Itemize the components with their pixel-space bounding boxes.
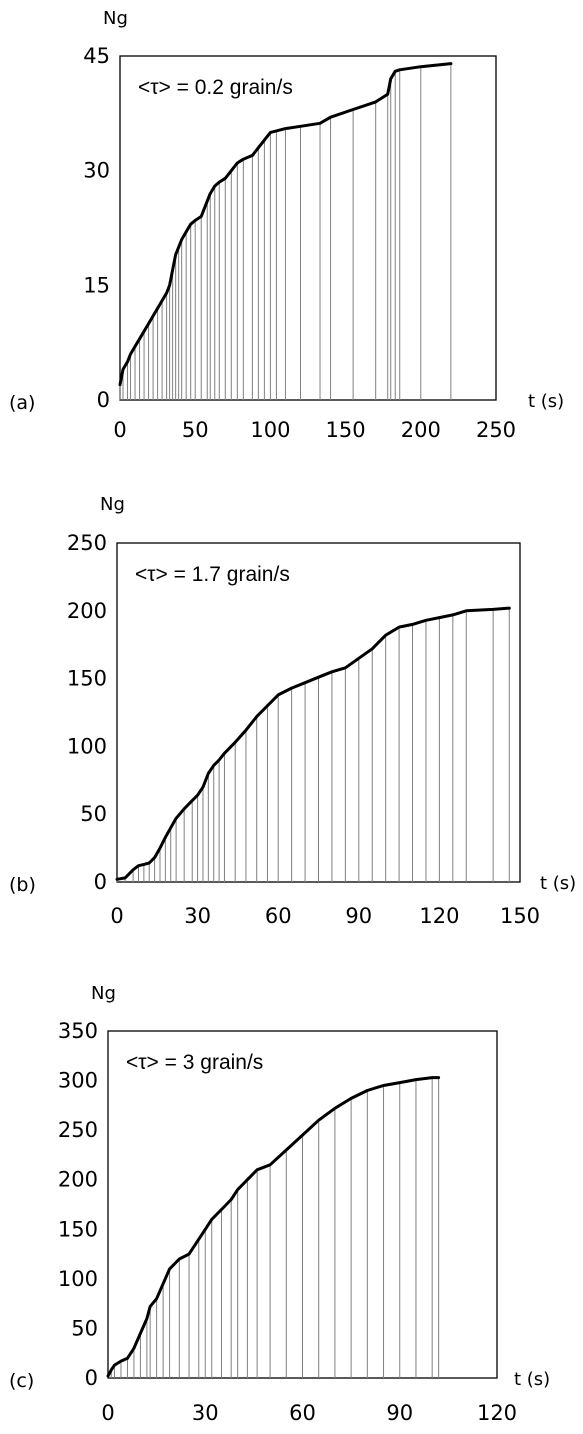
y-axis-label: Ng <box>103 8 128 29</box>
x-tick-label: 90 <box>386 1401 413 1425</box>
y-tick-label: 0 <box>94 870 107 894</box>
y-axis-label: Ng <box>100 494 125 515</box>
x-tick-label: 100 <box>250 418 290 442</box>
x-tick-label: 90 <box>345 904 372 928</box>
y-tick-label: 300 <box>58 1069 98 1093</box>
chart-panel-a: 0 15 30 45 0 50 100 150 200 250 Ng t (s) (a) <τ> = 0.… <box>9 8 564 442</box>
y-tick-label: 50 <box>71 1316 98 1340</box>
y-tick-label: 200 <box>58 1168 98 1192</box>
series-line <box>118 62 453 387</box>
x-tick-label: 0 <box>101 1401 114 1425</box>
x-tick-label: 60 <box>289 1401 316 1425</box>
chart-panel-c: 0 50 100 150 200 250 300 350 0 30 60 90 120 Ng t (s) (c… <box>9 983 550 1425</box>
series-line <box>106 1076 441 1378</box>
x-axis-label: t (s) <box>514 1369 550 1390</box>
x-tick-label: 250 <box>476 418 516 442</box>
rate-annotation: <τ> = 0.2 grain/s <box>138 76 293 99</box>
x-tick-label: 0 <box>110 904 123 928</box>
x-tick-label: 30 <box>192 1401 219 1425</box>
panel-label: (b) <box>9 874 36 896</box>
x-axis-label: t (s) <box>528 391 564 412</box>
y-tick-label: 45 <box>83 44 110 68</box>
x-tick-label: 60 <box>265 904 292 928</box>
panel-label: (c) <box>9 1370 34 1392</box>
x-tick-label: 0 <box>113 418 126 442</box>
y-tick-label: 200 <box>67 599 107 623</box>
x-axis-label: t (s) <box>540 873 576 894</box>
panel-label: (a) <box>9 392 35 414</box>
x-tick-label: 50 <box>182 418 209 442</box>
x-tick-label: 120 <box>477 1401 517 1425</box>
x-tick-label: 150 <box>500 904 540 928</box>
y-tick-label: 30 <box>83 159 110 183</box>
y-tick-label: 15 <box>83 273 110 297</box>
y-tick-label: 100 <box>58 1267 98 1291</box>
y-tick-label: 250 <box>58 1118 98 1142</box>
y-axis-label: Ng <box>91 983 116 1004</box>
x-tick-label: 30 <box>184 904 211 928</box>
plot-frame <box>119 55 497 401</box>
y-tick-label: 0 <box>85 1366 98 1390</box>
rate-annotation: <τ> = 1.7 grain/s <box>135 563 290 586</box>
y-tick-label: 100 <box>67 734 107 758</box>
y-tick-label: 150 <box>58 1217 98 1241</box>
series-line <box>115 606 511 881</box>
rate-annotation: <τ> = 3 grain/s <box>126 1051 263 1074</box>
x-tick-label: 150 <box>326 418 366 442</box>
y-tick-label: 50 <box>80 802 107 826</box>
y-tick-label: 250 <box>67 531 107 555</box>
chart-panel-b: 0 50 100 150 200 250 0 30 60 90 120 150 Ng t (s) (b) <τ… <box>9 494 576 928</box>
y-tick-label: 150 <box>67 667 107 691</box>
y-tick-label: 0 <box>97 388 110 412</box>
x-tick-label: 200 <box>401 418 441 442</box>
x-tick-label: 120 <box>419 904 459 928</box>
y-tick-label: 350 <box>58 1019 98 1043</box>
